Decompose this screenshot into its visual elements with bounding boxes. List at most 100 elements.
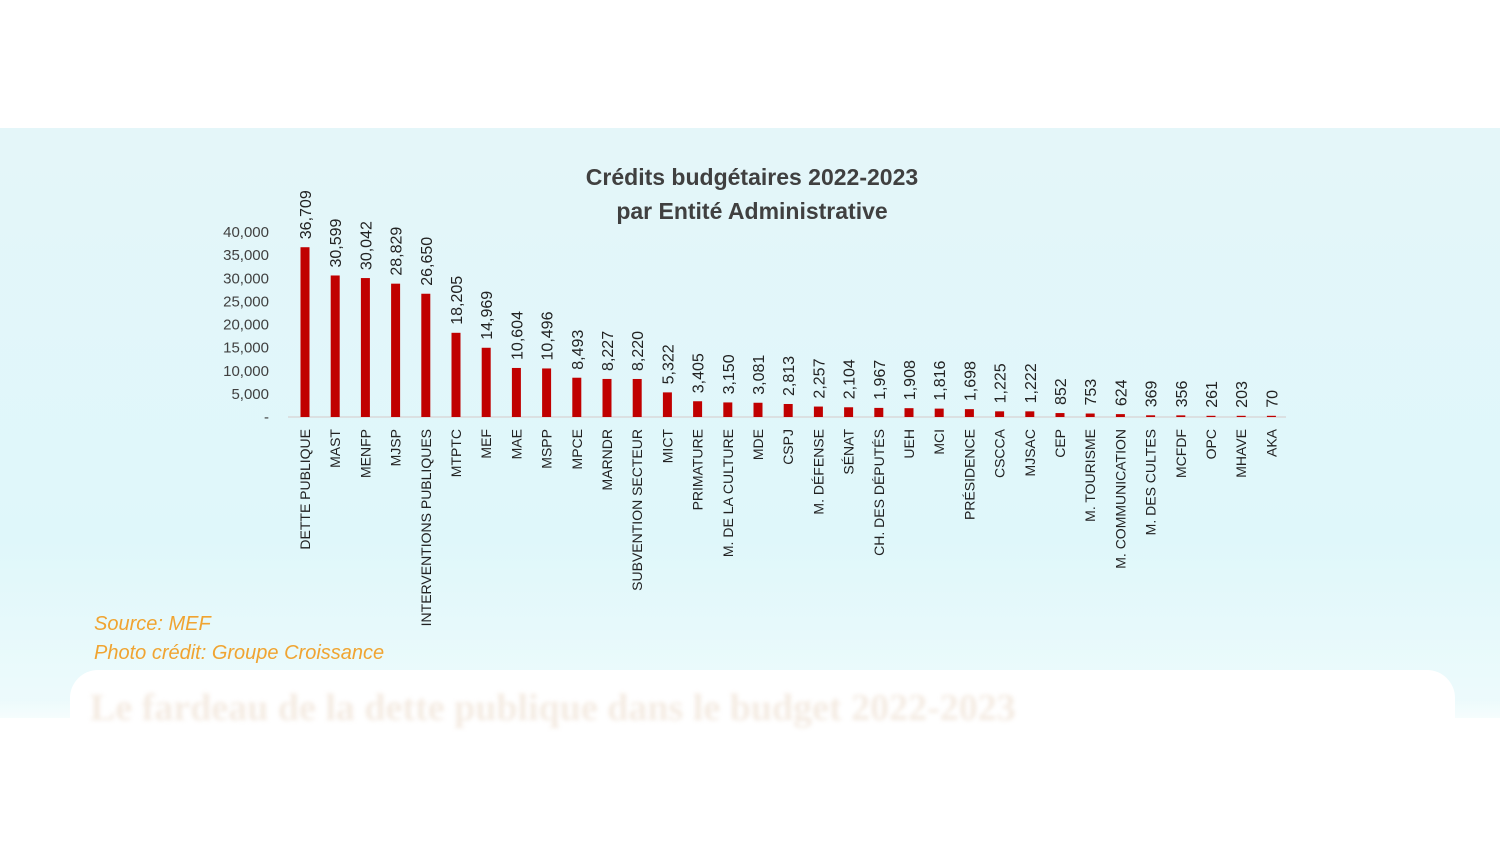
y-tick-label: 15,000 [223,340,269,357]
category-label: MHAVE [1233,429,1249,478]
data-label: 3,405 [691,353,708,393]
category-label: M. TOURISME [1082,429,1098,522]
bar [783,403,793,417]
category-label: MICT [659,429,675,464]
category-label: CEP [1052,429,1068,458]
bar [1206,415,1216,417]
category-labels: DETTE PUBLIQUE MAST MENFP MJSP INTERVENTIONS… [297,428,1279,626]
article-card: Le fardeau de la dette publique dans le … [70,670,1455,810]
data-label: 36,709 [298,190,315,239]
category-label: MENFP [357,429,373,478]
photo-credit-caption: Photo crédit: Groupe Croissance [94,642,385,664]
bar [934,408,944,417]
category-label: SÉNAT [841,429,857,475]
data-label: 3,081 [751,355,768,395]
y-tick-label: 40,000 [223,224,269,241]
category-label: CSPJ [780,429,796,465]
chart-panel: Crédits budgétaires 2022-2023 par Entité… [0,128,1500,718]
y-tick-label: 10,000 [223,363,269,380]
bar [723,402,733,417]
bar [572,377,582,417]
data-label: 30,042 [358,221,375,270]
bar [511,367,521,417]
data-label: 1,225 [993,363,1010,403]
data-label: 203 [1234,381,1251,408]
bar [1055,413,1065,417]
data-label: 1,908 [902,360,919,400]
bar [1085,413,1095,417]
data-label: 369 [1144,380,1161,407]
bar [632,378,642,417]
bar [1176,415,1186,417]
data-label: 2,257 [811,358,828,398]
category-label: M. DE LA CULTURE [720,429,736,557]
category-label: PRIMATURE [690,429,706,510]
bar [421,293,431,417]
bar [904,408,914,417]
data-label: 30,599 [328,218,345,267]
data-label: 261 [1204,381,1221,408]
data-label: 1,222 [1023,363,1040,403]
category-label: MCFDF [1173,429,1189,478]
category-label: UEH [901,429,917,459]
category-label: M. DÉFENSE [810,429,826,515]
category-label: AKA [1263,428,1279,457]
data-label: 3,150 [721,354,738,394]
y-tick-label: - [264,409,269,426]
bar [1115,414,1125,417]
data-label: 753 [1083,379,1100,406]
y-tick-label: 35,000 [223,247,269,264]
y-tick-label: 25,000 [223,293,269,310]
bar [451,332,461,417]
bar [360,278,370,417]
data-label: 624 [1113,379,1130,406]
bar-series [300,247,1276,417]
data-label: 10,604 [509,311,526,360]
data-label: 1,816 [932,360,949,400]
category-label: CH. DES DÉPUTÉS [871,429,887,556]
bar [542,368,552,417]
bar [391,283,401,417]
data-label: 1,698 [962,361,979,401]
data-label: 28,829 [389,227,406,276]
bar [844,407,854,417]
bar [662,392,672,417]
category-label: MCI [931,429,947,455]
category-label: MJSAC [1022,429,1038,476]
data-label: 8,493 [570,330,587,370]
category-label: MSPP [539,429,555,469]
bar [602,378,612,417]
category-label: SUBVENTION SECTEUR [629,429,645,591]
category-label: M. DES CULTES [1143,429,1159,535]
chart-title: Crédits budgétaires 2022-2023 [586,164,918,190]
data-label: 14,969 [479,291,496,340]
data-label: 1,967 [872,360,889,400]
data-label: 356 [1174,381,1191,408]
y-tick-label: 20,000 [223,317,269,334]
bar [1266,415,1276,417]
bar [964,409,974,417]
category-label: MARNDR [599,429,615,490]
category-label: CSCCA [992,428,1008,478]
bar [330,275,340,417]
category-label: MJSP [388,429,404,466]
data-label: 5,322 [660,344,677,384]
data-label: 26,650 [419,237,436,286]
chart-subtitle: par Entité Administrative [616,198,887,224]
category-label: MTPTC [448,429,464,477]
y-tick-label: 5,000 [231,386,269,403]
source-caption: Source: MEF [94,613,211,635]
article-headline: Le fardeau de la dette publique dans le … [90,687,1016,729]
y-axis: - 5,000 10,000 15,000 20,000 25,000 30,000 35,0… [223,224,269,426]
bar [1236,415,1246,417]
bar [874,407,884,417]
category-label: MDE [750,429,766,460]
data-label: 70 [1264,390,1281,408]
bar [300,247,310,417]
bar [995,411,1005,417]
bar [693,401,703,417]
category-label: MAE [508,429,524,459]
bar [1025,411,1035,417]
value-labels: 36,709 30,599 30,042 28,829 26,650 18,205 14,9… [298,190,1281,408]
category-label: MPCE [569,429,585,469]
